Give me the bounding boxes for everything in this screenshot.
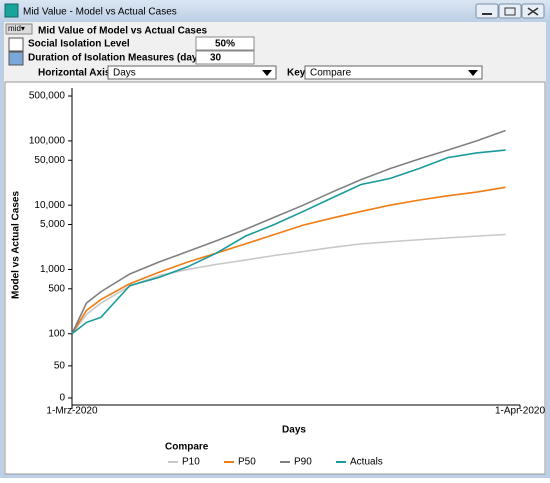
input-value: 30: [210, 53, 222, 64]
legend-label: P90: [294, 457, 312, 468]
view-menu[interactable]: [5, 23, 33, 35]
legend-title: Compare: [165, 442, 209, 453]
title-bar: [0, 0, 550, 22]
input-field[interactable]: [195, 36, 255, 51]
y-tick-label: 100,000: [29, 136, 66, 147]
legend-label: P10: [182, 457, 200, 468]
series-line: [71, 233, 506, 335]
x-tick-label: 1-Apr-2020: [495, 406, 545, 417]
input-label: Social Isolation Level: [28, 39, 130, 50]
dropdown-arrow: [262, 70, 272, 76]
y-tick-label: 500: [48, 283, 65, 294]
graph-icon[interactable]: [8, 51, 24, 66]
input-label: Duration of Isolation Measures (days): [28, 53, 206, 64]
series-line: [71, 186, 506, 335]
key-value: Compare: [310, 68, 352, 79]
key-dropdown[interactable]: [304, 65, 483, 80]
horizontal-axis-value: Days: [113, 68, 136, 79]
app-icon: [4, 3, 19, 18]
dropdown-arrow: [468, 70, 478, 76]
maximize-button[interactable]: [498, 3, 522, 19]
legend-label: Actuals: [350, 457, 383, 468]
input-field[interactable]: [195, 50, 255, 65]
series-line: [71, 129, 506, 335]
y-tick-label: 50,000: [34, 155, 65, 166]
heading: Mid Value of Model vs Actual Cases: [38, 26, 208, 37]
y-tick-label: 500,000: [29, 91, 66, 102]
key-label: Key:: [287, 68, 309, 79]
horizontal-axis-dropdown[interactable]: [107, 65, 277, 80]
view-menu-label: mid▾: [8, 24, 25, 33]
y-tick-label: 50: [54, 361, 66, 372]
series-line: [71, 149, 506, 335]
window-title: Mid Value - Model vs Actual Cases: [23, 7, 177, 18]
y-tick-label: 5,000: [40, 219, 65, 230]
horizontal-axis-label: Horizontal Axis:: [38, 68, 114, 79]
legend-label: P50: [238, 457, 256, 468]
table-icon[interactable]: [8, 37, 24, 52]
y-tick-label: 0: [59, 393, 65, 404]
icon: [504, 7, 516, 16]
y-axis-title: Model vs Actual Cases: [11, 191, 22, 299]
y-tick-label: 100: [48, 328, 65, 339]
x-axis-title: Days: [282, 425, 306, 436]
icon: [527, 7, 539, 16]
input-value: 50%: [215, 39, 235, 50]
y-tick-label: 1,000: [40, 264, 65, 275]
x-tick-label: 1-Mrz-2020: [46, 406, 98, 417]
minimize-button[interactable]: [475, 3, 499, 19]
y-tick-label: 10,000: [34, 200, 65, 211]
